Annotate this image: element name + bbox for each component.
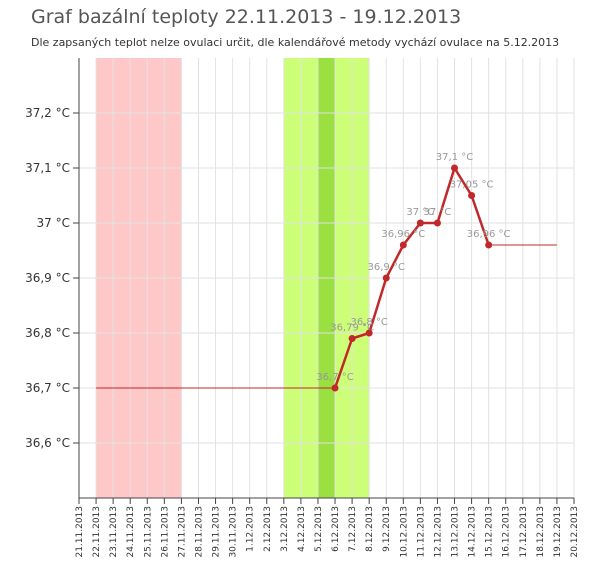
data-label: 36,7 °C [316, 372, 353, 383]
x-tick-label: 13.12.2013 [451, 506, 461, 558]
y-tick-label: 37,1 °C [25, 161, 70, 175]
data-label: 37,05 °C [450, 180, 494, 191]
temperature-point [416, 219, 424, 227]
chart-title: Graf bazální teploty 22.11.2013 - 19.12.… [31, 6, 462, 28]
x-tick-label: 21.11.2013 [75, 506, 85, 558]
temperature-series-line [333, 166, 490, 389]
temperature-point [399, 241, 407, 249]
y-tick-label: 36,7 °C [25, 381, 70, 395]
x-tick-label: 4.12.2013 [297, 506, 307, 552]
temperature-point [382, 274, 390, 282]
x-tick-label: 5.12.2013 [314, 506, 324, 552]
x-tick-label: 6.12.2013 [331, 506, 341, 552]
x-tick-label: 9.12.2013 [382, 506, 392, 552]
x-tick-label: 27.11.2013 [177, 506, 187, 558]
y-tick-label: 36,6 °C [25, 436, 70, 450]
temperature-point [451, 164, 459, 172]
temperature-point [365, 329, 373, 337]
data-label: 37,1 °C [436, 152, 473, 163]
x-tick-label: 2.12.2013 [263, 506, 273, 552]
y-tick-label: 36,8 °C [25, 326, 70, 340]
x-tick-label: 1.12.2013 [246, 506, 256, 552]
x-tick-label: 15.12.2013 [485, 506, 495, 558]
x-tick-label: 14.12.2013 [468, 506, 478, 558]
x-tick-label: 25.11.2013 [143, 506, 153, 558]
data-label: 36,8 °C [350, 317, 387, 328]
x-tick-label: 26.11.2013 [160, 506, 170, 558]
x-tick-label: 28.11.2013 [194, 506, 204, 558]
x-tick-label: 18.12.2013 [536, 506, 546, 558]
temperature-point [331, 384, 339, 392]
x-tick-label: 8.12.2013 [365, 506, 375, 552]
y-tick-label: 37 °C [37, 216, 70, 230]
x-tick-label: 29.11.2013 [212, 506, 222, 558]
data-label: 37 °C [424, 207, 452, 218]
x-tick-label: 20.12.2013 [570, 506, 580, 558]
data-label: 36,9 °C [368, 262, 405, 273]
x-tick-label: 30.11.2013 [229, 506, 239, 558]
x-tick-label: 19.12.2013 [553, 506, 563, 558]
x-tick-label: 23.11.2013 [109, 506, 119, 558]
x-tick-label: 24.11.2013 [126, 506, 136, 558]
y-tick-label: 37,2 °C [25, 106, 70, 120]
y-tick-label: 36,9 °C [25, 271, 70, 285]
x-tick-label: 7.12.2013 [348, 506, 358, 552]
x-tick-label: 10.12.2013 [399, 506, 409, 558]
data-label: 36,96 °C [381, 229, 425, 240]
temperature-point [468, 192, 476, 199]
x-tick-label: 16.12.2013 [502, 506, 512, 558]
data-label: 36,79 °C [330, 323, 374, 334]
data-label: 37 °C [406, 207, 434, 218]
temperature-point [485, 241, 493, 249]
x-tick-label: 12.12.2013 [433, 506, 443, 558]
temperature-point [348, 335, 356, 342]
x-tick-label: 3.12.2013 [280, 506, 290, 552]
x-tick-label: 11.12.2013 [416, 506, 426, 558]
x-tick-label: 17.12.2013 [519, 506, 529, 558]
data-label: 36,96 °C [467, 229, 511, 240]
temperature-point [433, 219, 441, 227]
chart-subtitle: Dle zapsaných teplot nelze ovulaci určit… [31, 36, 560, 49]
x-tick-label: 22.11.2013 [92, 506, 102, 558]
